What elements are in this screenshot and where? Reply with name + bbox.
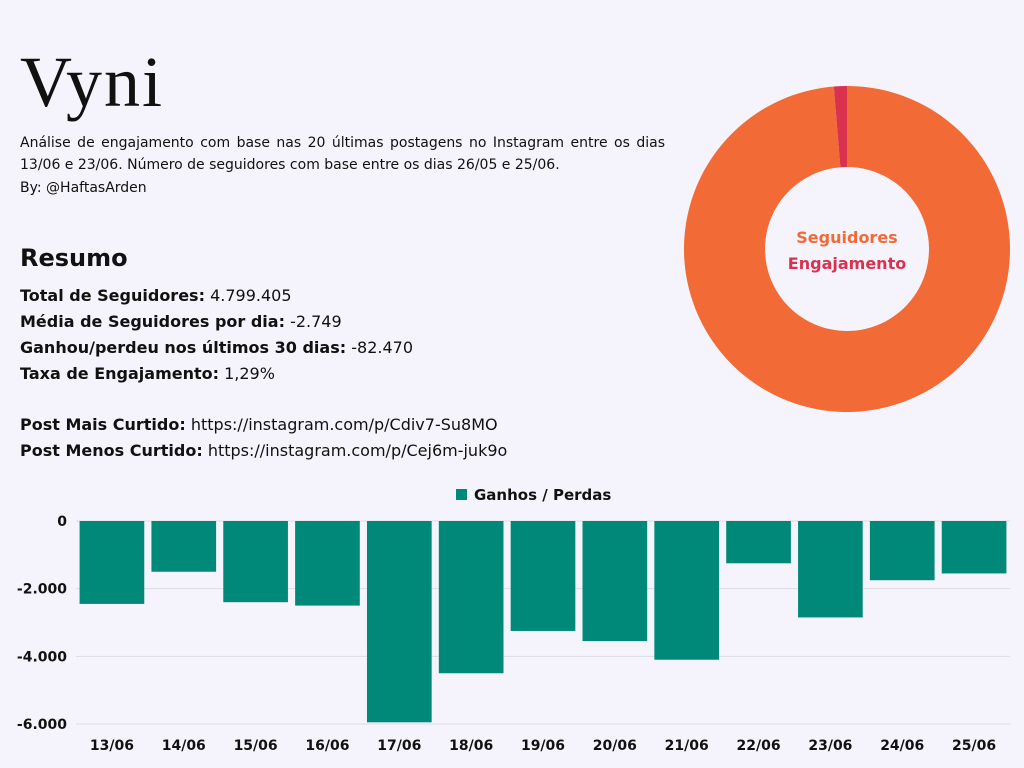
gains-losses-bar-chart: Ganhos / Perdas 0 -2.000 -4.000 -6.000 13/06 1… bbox=[17, 486, 1010, 754]
engagement-donut-chart bbox=[684, 86, 1010, 412]
stat-label: Taxa de Engajamento: bbox=[20, 364, 220, 383]
stat-value: 4.799.405 bbox=[210, 286, 292, 305]
donut-label-engajamento: Engajamento bbox=[787, 254, 907, 273]
summary-heading: Resumo bbox=[20, 244, 128, 272]
author-credit: By: @HaftasArden bbox=[20, 180, 147, 196]
bar-14-06 bbox=[151, 521, 217, 572]
least-liked-post: Post Menos Curtido: https://instagram.co… bbox=[20, 439, 507, 463]
page-title: Vyni bbox=[20, 42, 165, 122]
donut-slice-seguidores bbox=[684, 86, 1010, 412]
bar-21-06 bbox=[654, 521, 720, 660]
x-tick-label: 20/06 bbox=[593, 738, 637, 754]
bar-13-06 bbox=[79, 521, 145, 604]
stat-label: Média de Seguidores por dia: bbox=[20, 312, 285, 331]
stat-value: -82.470 bbox=[351, 338, 413, 357]
donut-center-labels: Seguidores Engajamento bbox=[684, 225, 1010, 277]
donut-slice-engajamento bbox=[833, 86, 847, 168]
y-tick-label: -2.000 bbox=[17, 582, 67, 598]
donut-label-seguidores: Seguidores bbox=[796, 228, 898, 247]
x-tick-label: 13/06 bbox=[90, 738, 134, 754]
stat-value: -2.749 bbox=[290, 312, 342, 331]
legend-swatch bbox=[456, 489, 467, 500]
x-tick-label: 25/06 bbox=[952, 738, 996, 754]
stat-value: 1,29% bbox=[224, 364, 275, 383]
description-text: Análise de engajamento com base nas 20 ú… bbox=[20, 135, 665, 173]
stat-gain-loss-30-days: Ganhou/perdeu nos últimos 30 dias: -82.4… bbox=[20, 336, 413, 360]
stat-avg-followers-per-day: Média de Seguidores por dia: -2.749 bbox=[20, 310, 342, 334]
bar-16-06 bbox=[295, 521, 360, 606]
bar-19-06 bbox=[510, 521, 576, 631]
stat-label: Total de Seguidores: bbox=[20, 286, 205, 305]
legend-label: Ganhos / Perdas bbox=[474, 486, 611, 504]
x-tick-label: 18/06 bbox=[449, 738, 493, 754]
x-tick-label: 14/06 bbox=[162, 738, 206, 754]
stat-engagement-rate: Taxa de Engajamento: 1,29% bbox=[20, 362, 275, 386]
post-label: Post Mais Curtido: bbox=[20, 415, 186, 434]
x-tick-label: 17/06 bbox=[377, 738, 421, 754]
bar-15-06 bbox=[223, 521, 288, 603]
bar-20-06 bbox=[582, 521, 648, 642]
most-liked-post-link[interactable]: https://instagram.com/p/Cdiv7-Su8MO bbox=[190, 415, 498, 434]
x-tick-label: 22/06 bbox=[736, 738, 780, 754]
y-tick-label: 0 bbox=[57, 514, 67, 530]
y-tick-label: -6.000 bbox=[17, 717, 67, 733]
bar-22-06 bbox=[726, 521, 791, 564]
chart-legend: Ganhos / Perdas bbox=[456, 486, 611, 504]
stat-total-followers: Total de Seguidores: 4.799.405 bbox=[20, 284, 292, 308]
bar-23-06 bbox=[798, 521, 863, 618]
x-tick-label: 23/06 bbox=[808, 738, 852, 754]
x-tick-label: 15/06 bbox=[234, 738, 278, 754]
x-tick-label: 24/06 bbox=[880, 738, 924, 754]
x-tick-label: 16/06 bbox=[305, 738, 349, 754]
bar-25-06 bbox=[941, 521, 1007, 574]
x-tick-label: 19/06 bbox=[521, 738, 565, 754]
most-liked-post: Post Mais Curtido: https://instagram.com… bbox=[20, 413, 498, 437]
least-liked-post-link[interactable]: https://instagram.com/p/Cej6m-juk9o bbox=[207, 441, 508, 460]
stat-label: Ganhou/perdeu nos últimos 30 dias: bbox=[20, 338, 347, 357]
x-tick-label: 21/06 bbox=[665, 738, 709, 754]
bar-24-06 bbox=[869, 521, 935, 581]
post-label: Post Menos Curtido: bbox=[20, 441, 203, 460]
y-tick-label: -4.000 bbox=[17, 649, 67, 665]
bar-18-06 bbox=[438, 521, 504, 674]
bar-17-06 bbox=[366, 521, 432, 723]
